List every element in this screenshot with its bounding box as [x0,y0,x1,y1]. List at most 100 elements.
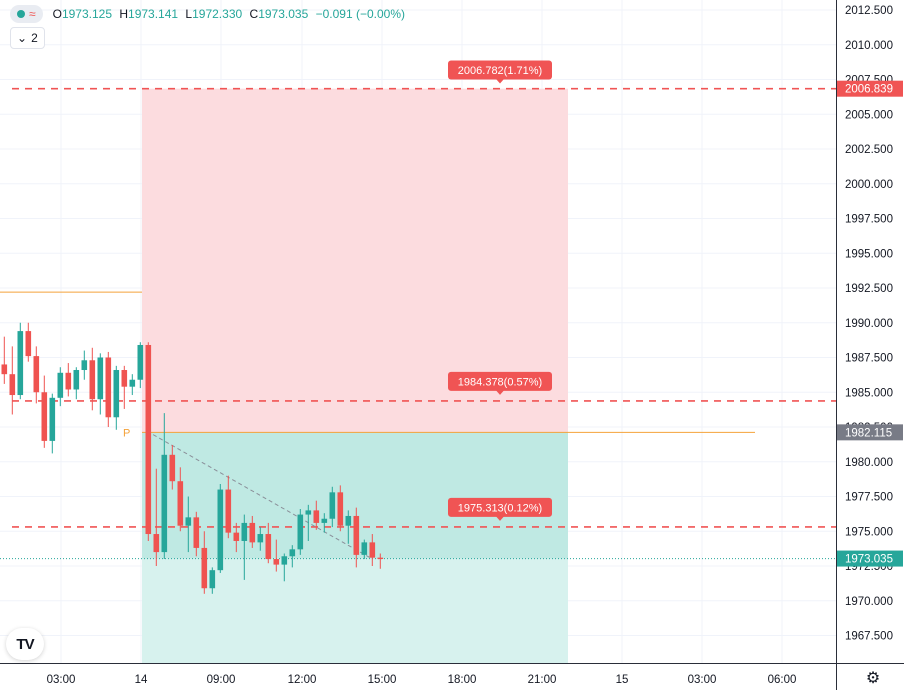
position-zones [142,88,568,663]
candle-body [193,517,200,548]
trend-line [146,430,371,559]
high-label: H [119,7,129,21]
candle-body [281,556,288,565]
close-label: C [249,7,259,21]
candle-body [161,454,168,553]
y-tick-label: 2012.500 [845,5,893,17]
pivot-marker: P [123,427,130,439]
candle-body [97,357,104,400]
candle [217,483,224,573]
candle-body [233,532,240,541]
annotation-text: 1984.378(0.57%) [458,376,542,388]
candle [369,534,376,566]
candle-body [377,557,384,560]
y-tick-label: 1975.000 [845,526,893,538]
change-value: −0.091 (−0.00%) [315,7,405,21]
annotations: P 2006.782(1.71%) 1984.378(0.57%) 1975.313(… [123,60,552,521]
candle [113,365,120,430]
x-tick-label: 15:00 [368,674,397,686]
horizontal-lines [0,87,836,560]
candle-body [257,534,264,543]
candle [225,475,232,539]
candle-body [137,344,144,380]
tradingview-logo-icon[interactable]: TV [6,628,44,660]
candle-body [33,356,40,393]
x-tick-label: 12:00 [288,674,317,686]
candle-body [321,518,328,523]
candle-body [145,344,152,535]
candle [81,350,88,380]
candle-body [305,510,312,515]
ohlc-values: O1973.125 H1973.141 L1972.330 C1973.035 … [53,7,409,21]
level-annotation: 1975.313(0.12%) [448,497,552,521]
legend-toggle[interactable]: ≈ [10,5,43,23]
candle-body [41,392,48,441]
candle-body [9,374,16,396]
price-axis-bg [836,0,904,690]
candle [265,522,272,564]
candle-body [273,559,280,565]
candle-body [313,510,320,523]
candle-body [153,534,160,553]
candle [137,342,144,389]
candle [257,527,264,551]
annotation-pointer [496,390,504,395]
level-annotation: 1984.378(0.57%) [448,371,552,395]
chevron-down-icon: ⌄ [17,31,28,45]
candle [33,346,40,404]
gear-icon[interactable]: ⚙ [865,670,881,687]
level-annotation: 2006.782(1.71%) [448,60,552,84]
candle-body [49,397,56,441]
indicators-collapse-button[interactable]: ⌄ 2 [10,27,45,49]
ohlc-legend: ≈ O1973.125 H1973.141 L1972.330 C1973.03… [10,4,409,24]
low-label: L [185,7,193,21]
annotation-box [448,60,552,80]
candle [185,496,192,553]
candle [297,509,304,555]
y-tick-label: 1995.000 [845,248,893,260]
candle [41,375,48,448]
candle-body [241,522,248,541]
y-tick-label: 1990.000 [845,318,893,330]
x-tick-label: 15 [616,674,629,686]
candle-body [353,515,360,555]
candle-body [265,534,272,560]
y-tick-label: 1992.500 [845,283,893,295]
y-tick-label: 1970.000 [845,596,893,608]
y-tick-label: 1977.500 [845,492,893,504]
low-value: 1972.330 [192,7,243,21]
open-label: O [52,7,62,21]
candle [289,545,296,568]
candle [281,553,288,582]
candle-body [25,331,32,357]
candle-body [329,492,336,519]
candle-body [121,370,128,387]
candle [313,500,320,530]
candle-body [225,489,232,533]
candle-body [201,547,208,589]
candle [17,322,24,400]
candle-body [17,331,24,396]
y-tick-label: 1967.500 [845,631,893,643]
x-tick-label: 09:00 [207,674,236,686]
candle [193,511,200,557]
candle [177,467,184,532]
y-tick-label: 1980.000 [845,457,893,469]
annotation-box [448,497,552,517]
annotation-text: 1975.313(0.12%) [458,502,542,514]
candle-body [65,372,72,390]
x-tick-label: 14 [135,674,148,686]
candle-body [289,549,296,557]
candle [1,336,8,384]
current-price-tag: 1973.035 [845,554,893,566]
x-tick-label: 03:00 [688,674,717,686]
candle [377,553,384,569]
candle-body [209,570,216,589]
indicators-count: 2 [31,31,38,45]
y-tick-label: 2005.000 [845,109,893,121]
y-tick-label: 2000.000 [845,179,893,191]
candle [361,539,368,560]
time-axis-bg [0,663,836,690]
candle [329,486,336,528]
